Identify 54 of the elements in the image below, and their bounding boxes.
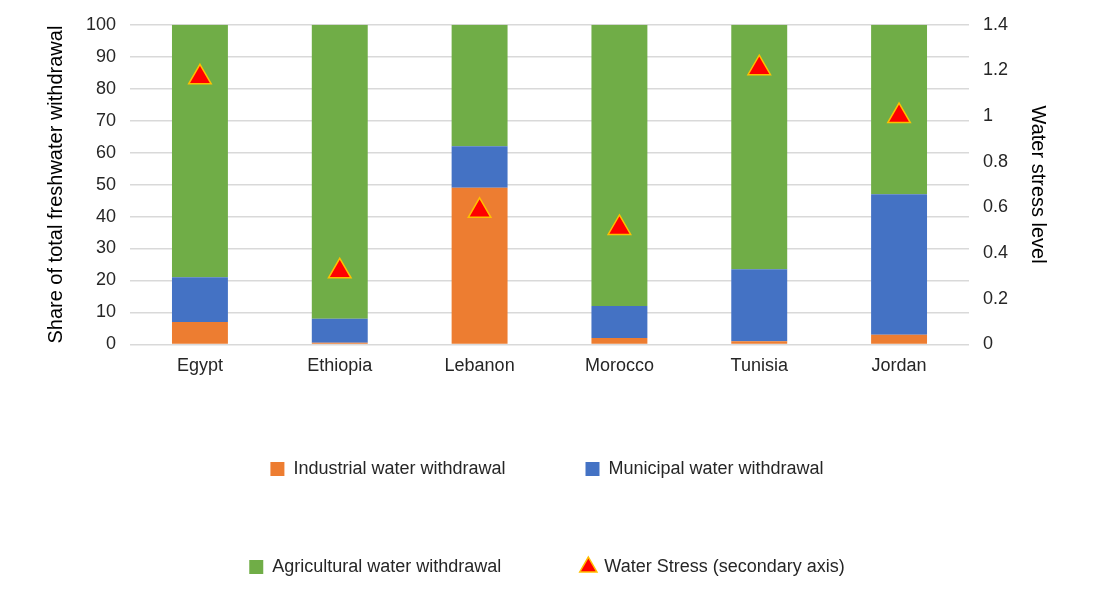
y2-tick-label: 0.4 — [982, 242, 1009, 263]
y-axis-title: Share of total freshwater withdrawal — [43, 25, 66, 344]
bar — [171, 322, 228, 344]
x-tick-label: Lebanon — [444, 355, 515, 376]
bar — [451, 187, 508, 344]
y2-tick-label: 1.2 — [982, 59, 1009, 80]
point — [327, 257, 352, 279]
y2-tick-label: 0.2 — [982, 287, 1009, 308]
bar — [731, 269, 788, 342]
bar — [871, 194, 928, 335]
y2-tick-label: 1 — [982, 105, 993, 126]
y-tick-label: 10 — [96, 301, 117, 322]
bar — [451, 146, 508, 188]
x-tick-label: Morocco — [584, 355, 654, 376]
bar — [311, 24, 368, 319]
y-tick-label: 60 — [96, 141, 117, 162]
bar — [591, 306, 648, 339]
bar — [591, 338, 648, 344]
y-tick-label: 30 — [96, 237, 117, 258]
bar — [171, 277, 228, 323]
y2-tick-label: 1.4 — [982, 13, 1009, 34]
legend-label: Water Stress (secondary axis) — [604, 555, 845, 576]
y2-tick-label: 0 — [982, 333, 993, 354]
y-tick-label: 40 — [96, 205, 117, 226]
legend-label: Industrial water withdrawal — [293, 457, 506, 478]
legend-label: Agricultural water withdrawal — [272, 555, 502, 576]
y-tick-label: 100 — [85, 13, 117, 34]
y2-tick-label: 0.6 — [982, 196, 1009, 217]
y2-tick-label: 0.8 — [982, 150, 1009, 171]
bar — [731, 341, 788, 344]
point — [187, 63, 212, 85]
legend-label: Municipal water withdrawal — [608, 457, 824, 478]
y2-axis-title: Water stress level — [1028, 105, 1051, 264]
x-tick-label: Jordan — [871, 355, 927, 376]
bar — [171, 24, 228, 278]
bar — [871, 334, 928, 344]
bar — [311, 318, 368, 343]
x-tick-label: Tunisia — [730, 355, 789, 376]
y-tick-label: 80 — [96, 77, 117, 98]
y-tick-label: 0 — [106, 333, 117, 354]
x-tick-label: Ethiopia — [307, 355, 374, 376]
x-tick-label: Egypt — [176, 355, 223, 376]
y-tick-label: 90 — [96, 45, 117, 66]
point — [607, 214, 632, 236]
y-tick-label: 70 — [96, 109, 117, 130]
bar — [451, 24, 508, 147]
point — [887, 102, 912, 124]
point — [467, 197, 492, 219]
y-tick-label: 20 — [96, 269, 117, 290]
point — [747, 54, 772, 76]
bar — [871, 24, 928, 195]
y-tick-label: 50 — [96, 173, 117, 194]
bar — [591, 24, 648, 307]
bar — [731, 24, 788, 270]
